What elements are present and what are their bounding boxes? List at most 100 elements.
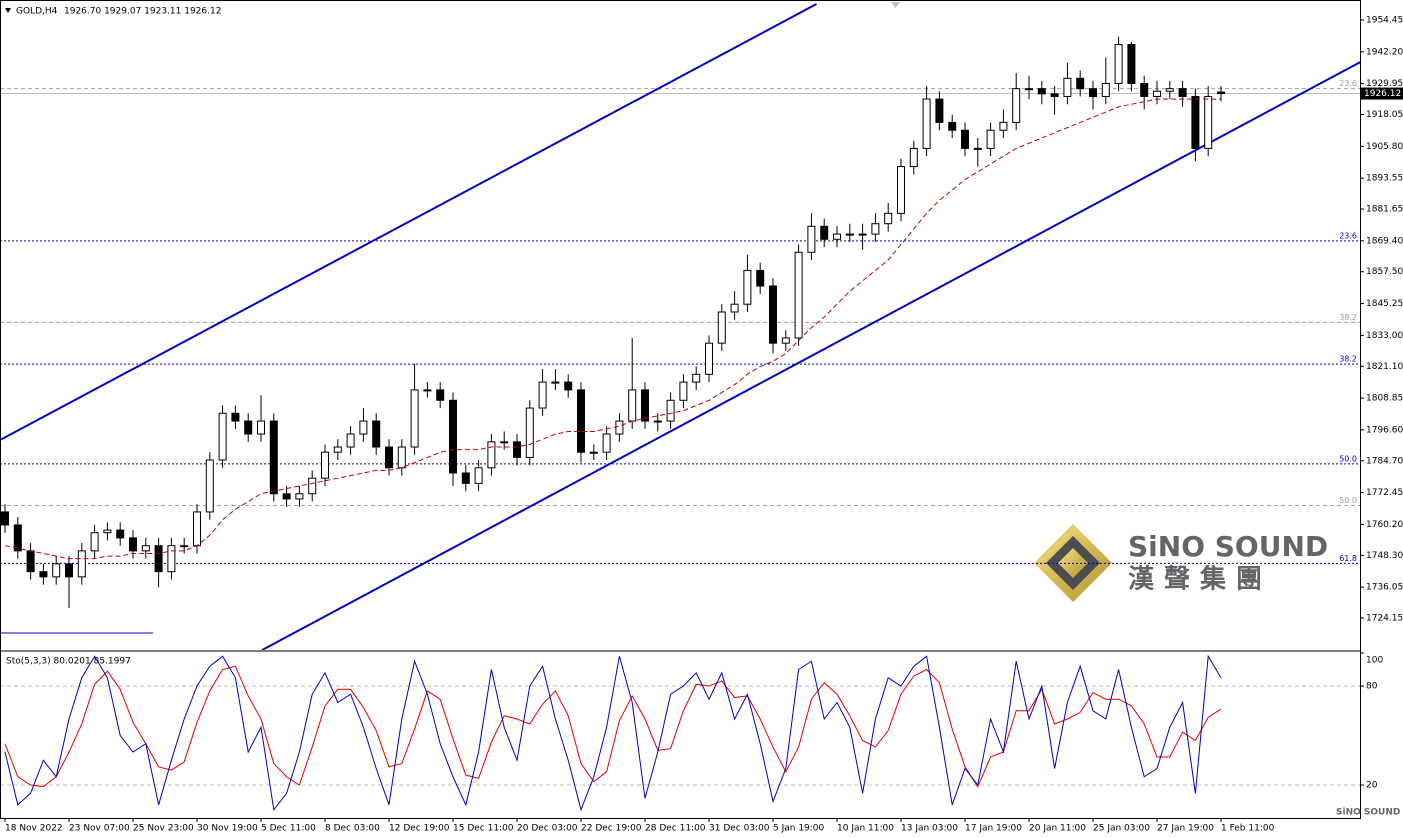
candle-body <box>205 459 214 513</box>
candle-body <box>180 545 189 548</box>
candle-body <box>321 451 329 479</box>
candle-body <box>948 121 957 131</box>
fib-label: 38.2 <box>1339 355 1357 364</box>
x-tick-label: 5 Jan 19:00 <box>773 824 825 834</box>
stochastic-tick-label: 80 <box>1366 682 1378 692</box>
candle-body <box>449 399 457 474</box>
candle-body <box>1063 77 1072 97</box>
y-tick-label: 1905.80 <box>1366 142 1403 152</box>
y-tick-label: 1918.05 <box>1366 110 1403 120</box>
x-tick-label: 23 Nov 07:00 <box>69 824 130 834</box>
y-tick-label: 1748.30 <box>1366 551 1403 561</box>
x-tick-label: 13 Jan 03:00 <box>901 824 958 834</box>
fib-label: 50.0 <box>1339 496 1357 505</box>
y-tick-label: 1942.20 <box>1366 47 1403 57</box>
candle-body <box>743 269 752 305</box>
candle-body <box>781 337 790 344</box>
candle-body <box>333 446 342 453</box>
x-tick-label: 12 Dec 19:00 <box>389 824 450 834</box>
candle-body <box>1089 88 1097 97</box>
candle-body <box>103 529 112 534</box>
candle-body <box>628 389 637 422</box>
candle-body <box>1037 88 1046 95</box>
y-tick-label: 1954.45 <box>1366 15 1403 25</box>
x-tick-label: 18 Nov 2022 <box>5 824 63 834</box>
x-tick-label: 22 Dec 19:00 <box>581 824 642 834</box>
fib-label: 50.0 <box>1339 454 1357 463</box>
candle-body <box>1140 82 1149 97</box>
candle-body <box>858 233 867 236</box>
candle-body <box>973 147 982 150</box>
menu-arrow <box>5 8 11 13</box>
x-tick-label: 10 Jan 11:00 <box>837 824 894 834</box>
stochastic-tick-label: 100 <box>1366 656 1383 666</box>
candle-body <box>500 441 509 444</box>
candle-body <box>141 545 150 552</box>
candle-body <box>769 285 777 344</box>
trendline <box>261 61 1360 650</box>
watermark: SiNO SOUND 漢聲集團 <box>1034 524 1328 602</box>
candle-body <box>65 563 73 578</box>
shift-marker <box>891 2 900 8</box>
candle-body <box>961 129 969 149</box>
y-tick-label: 1881.65 <box>1366 205 1403 215</box>
candle-body <box>77 550 86 578</box>
y-tick-label: 1845.25 <box>1366 299 1403 309</box>
x-tick-label: 31 Dec 03:00 <box>709 824 770 834</box>
candle-body <box>922 98 931 149</box>
candle-body <box>730 303 739 313</box>
y-tick-label: 1808.85 <box>1366 394 1403 404</box>
candle-body <box>372 420 381 448</box>
candle-body <box>909 147 918 168</box>
candle-body <box>423 389 432 392</box>
candle-body <box>116 529 125 539</box>
candle-body <box>129 537 137 552</box>
y-tick-label: 1760.20 <box>1366 520 1403 530</box>
plot-frame <box>0 0 1361 819</box>
candle-body <box>717 311 726 344</box>
candle-body <box>525 407 534 458</box>
watermark-name: SiNO SOUND <box>1128 530 1328 563</box>
stochastic-main <box>4 654 1222 812</box>
x-tick-label: 25 Nov 23:00 <box>133 824 194 834</box>
y-tick-label: 1724.15 <box>1366 614 1403 624</box>
fib-label: 23.6 <box>1339 231 1357 240</box>
candle-body <box>385 446 393 469</box>
candle-body <box>436 389 445 401</box>
candle-body <box>884 212 893 225</box>
candle-body <box>794 251 803 339</box>
fib-label: 38.2 <box>1339 313 1357 322</box>
candle-body <box>871 223 880 235</box>
candle-body <box>359 420 368 435</box>
candle-body <box>666 399 675 422</box>
candle-body <box>461 472 470 484</box>
candle-body <box>1153 90 1161 97</box>
candle-body <box>513 441 521 458</box>
candle-body <box>193 511 201 547</box>
candle-body <box>679 381 688 401</box>
x-tick-label: 30 Nov 19:00 <box>197 824 258 834</box>
candle-body <box>577 389 585 453</box>
candle-body <box>1 511 9 526</box>
candle-body <box>410 389 419 448</box>
candle-body <box>397 446 406 469</box>
candle-body <box>820 225 829 240</box>
candle-body <box>90 532 99 552</box>
candle-body <box>564 381 573 391</box>
y-tick-label: 1869.40 <box>1366 236 1403 246</box>
candle-body <box>257 420 265 435</box>
candle-body <box>39 571 48 578</box>
y-tick-label: 1833.00 <box>1366 331 1403 341</box>
moving-average <box>4 98 1221 560</box>
candle-body <box>1025 88 1033 91</box>
x-tick-label: 8 Dec 03:00 <box>325 824 380 834</box>
x-tick-label: 20 Jan 11:00 <box>1029 824 1086 834</box>
candle-body <box>1127 44 1136 84</box>
x-tick-label: 17 Jan 19:00 <box>965 824 1022 834</box>
candle-body <box>705 342 713 375</box>
candle-body <box>1101 82 1110 97</box>
candle-body <box>602 433 611 453</box>
symbol-title: GOLD,H4 <box>16 7 58 17</box>
candle-body <box>244 420 253 435</box>
candle-body <box>1050 93 1059 97</box>
